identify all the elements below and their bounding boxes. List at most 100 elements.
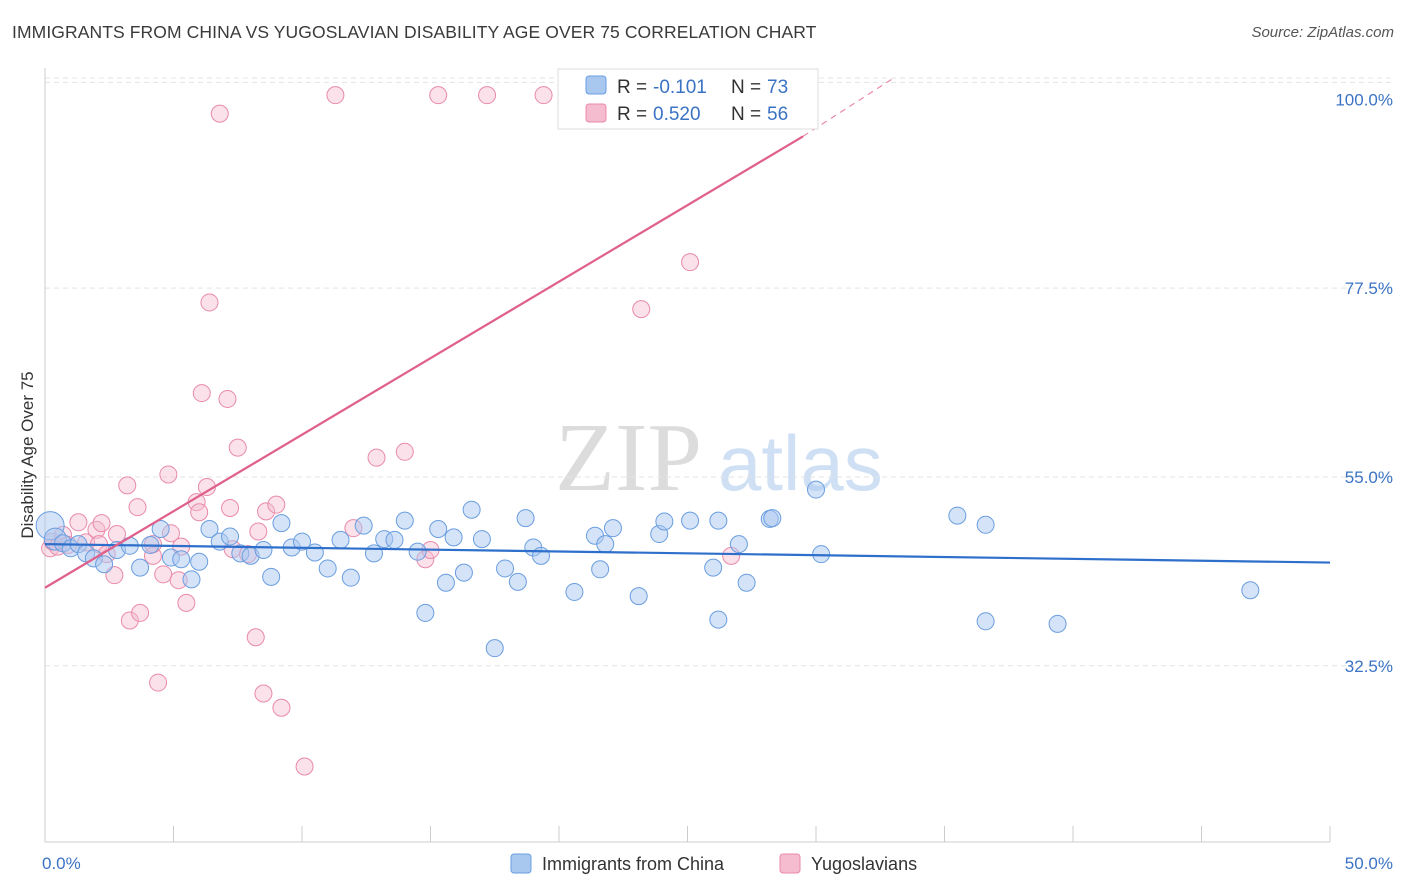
- legend-n-value-china: 73: [767, 77, 788, 98]
- yugoslavians-point: [131, 603, 150, 622]
- yugoslavians-point: [326, 86, 345, 105]
- china-point: [532, 546, 551, 565]
- yugoslavians-point: [69, 513, 88, 532]
- china-point: [364, 544, 383, 563]
- china-point: [95, 555, 114, 574]
- yugoslavians-point: [118, 476, 137, 495]
- yugoslavians-point: [632, 300, 651, 319]
- axes: [44, 68, 1331, 843]
- yugoslavians-point: [249, 522, 268, 541]
- china-point: [704, 558, 723, 577]
- china-point: [681, 511, 700, 530]
- y-tick-label: 77.5%: [1345, 279, 1393, 298]
- yugoslavians-point: [210, 104, 229, 123]
- yugoslavians-point: [478, 86, 497, 105]
- china-point: [655, 512, 674, 531]
- y-tick-label: 32.5%: [1345, 657, 1393, 676]
- china-point: [416, 603, 435, 622]
- bottom-legend-label-yugo: Yugoslavians: [811, 854, 917, 874]
- china-point: [354, 516, 373, 535]
- legend-r-label-china: R =: [617, 77, 647, 98]
- china-point: [565, 582, 584, 601]
- china-point: [436, 573, 455, 592]
- correlation-legend: R = -0.101 N = 73 R = 0.520 N = 56: [557, 68, 819, 130]
- grid-lines: [45, 77, 1392, 667]
- china-point: [444, 528, 463, 547]
- yugoslavians-point: [107, 525, 126, 544]
- yugoslavians-point: [272, 698, 291, 717]
- china-point: [262, 567, 281, 586]
- yugoslavians-point: [154, 565, 173, 584]
- legend-swatch-yugo: [585, 103, 607, 123]
- yugoslavians-trend-extension: [802, 77, 894, 137]
- china-point: [385, 530, 404, 549]
- china-point: [454, 563, 473, 582]
- china-point: [763, 509, 782, 528]
- china-point: [200, 520, 219, 539]
- china-point: [807, 480, 825, 499]
- bottom-legend-swatch-china: [510, 853, 532, 874]
- yugoslavians-point: [681, 253, 700, 272]
- yugoslavians-point: [92, 514, 111, 533]
- china-point: [131, 558, 150, 577]
- legend-r-value-china: -0.101: [653, 77, 707, 98]
- yugoslavians-point: [295, 757, 314, 776]
- china-point: [737, 573, 756, 592]
- tick-labels: 32.5% 55.0% 77.5% 100.0% 0.0% 50.0%: [42, 90, 1393, 873]
- yugoslavians-point: [177, 593, 196, 612]
- yugoslavians-point: [218, 389, 237, 408]
- yugoslavians-point: [149, 673, 168, 692]
- china-point: [709, 511, 728, 530]
- china-point: [1048, 614, 1067, 633]
- china-point: [190, 552, 209, 571]
- china-point: [729, 535, 748, 554]
- yugoslavians-point: [228, 438, 247, 457]
- china-point: [305, 543, 324, 562]
- bottom-legend-label-china: Immigrants from China: [542, 854, 725, 874]
- china-point: [462, 500, 481, 519]
- yugoslavians-point: [395, 442, 414, 461]
- china-point: [341, 568, 360, 587]
- china-point: [516, 509, 535, 528]
- yugoslavians-point: [534, 86, 553, 105]
- china-point: [629, 587, 648, 606]
- china-point: [254, 540, 273, 559]
- yugoslavians-point: [192, 384, 211, 403]
- legend-n-label-yugo: N =: [731, 104, 761, 125]
- chart-title: IMMIGRANTS FROM CHINA VS YUGOSLAVIAN DIS…: [12, 22, 817, 42]
- x-tick-label-max: 50.0%: [1345, 854, 1393, 873]
- china-points: [35, 480, 1260, 658]
- yugoslavians-point: [267, 495, 286, 514]
- x-tick-label-min: 0.0%: [42, 854, 81, 873]
- legend-swatch-china: [585, 75, 607, 95]
- china-point: [395, 511, 414, 530]
- china-point: [603, 519, 622, 538]
- china-point: [151, 520, 170, 539]
- china-point: [331, 530, 350, 549]
- china-point: [976, 612, 995, 631]
- china-point: [709, 610, 728, 629]
- legend-n-label-china: N =: [731, 77, 761, 98]
- china-trend-line: [44, 543, 1331, 564]
- china-point: [1241, 581, 1260, 600]
- china-point: [948, 506, 967, 525]
- china-point: [172, 550, 191, 569]
- series-legend: Immigrants from China Yugoslavians: [510, 853, 917, 874]
- yugoslavians-point: [246, 628, 265, 647]
- china-point: [496, 559, 515, 578]
- china-point: [272, 514, 291, 533]
- yugoslavians-point: [120, 611, 139, 630]
- y-tick-label: 100.0%: [1335, 90, 1393, 109]
- yugoslavians-point: [367, 448, 386, 467]
- china-point: [182, 570, 201, 589]
- yugoslavians-point: [200, 293, 219, 312]
- yugoslavians-point: [254, 684, 273, 703]
- china-point: [293, 532, 311, 551]
- china-point: [318, 559, 337, 578]
- source-credit: Source: ZipAtlas.com: [1251, 24, 1394, 41]
- legend-n-value-yugo: 56: [767, 104, 788, 125]
- y-axis-label: Disability Age Over 75: [18, 371, 37, 538]
- yugoslavians-point: [159, 465, 178, 484]
- y-tick-label: 55.0%: [1345, 468, 1393, 487]
